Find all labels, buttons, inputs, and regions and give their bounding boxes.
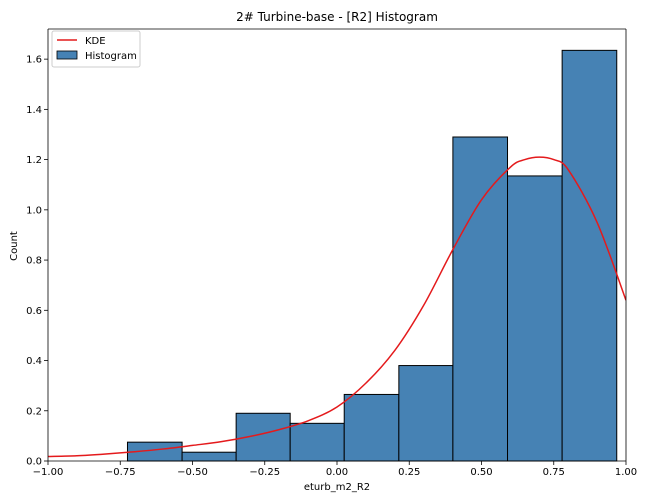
axes-layer <box>47 28 627 462</box>
x-tick-label: 0.75 <box>543 467 565 478</box>
x-tick-label: −0.25 <box>249 467 280 478</box>
y-tick-label: 1.4 <box>26 105 42 116</box>
x-tick-label: 1.00 <box>615 467 637 478</box>
x-tick-label: 0.00 <box>326 467 348 478</box>
kde-layer <box>48 156 626 458</box>
y-tick-label: 1.6 <box>26 55 42 66</box>
y-tick-label: 0.6 <box>26 306 42 317</box>
histogram-bar-5 <box>343 393 400 462</box>
kde-curve <box>48 156 626 458</box>
y-tick-label: 1.0 <box>26 205 42 216</box>
histogram-bar-2 <box>181 451 237 462</box>
y-tick-label: 0.8 <box>26 256 42 267</box>
x-tick-label: −1.00 <box>33 467 64 478</box>
x-tick-label: 0.25 <box>398 467 420 478</box>
histogram-bar-7 <box>452 136 509 462</box>
histogram-bar-9 <box>561 49 618 462</box>
histogram-bar-4 <box>289 422 345 462</box>
legend-kde-label: KDE <box>85 36 106 47</box>
ticks-layer: −1.00 −0.75 −0.50 −0.25 0.00 0.25 0.50 0.75 1.00… <box>26 55 637 478</box>
chart-title: 2# Turbine-base - [R2] Histogram <box>236 10 438 24</box>
legend-histogram-label: Histogram <box>85 51 137 62</box>
bars-layer <box>126 49 618 462</box>
x-axis-label: eturb_m2_R2 <box>304 482 370 493</box>
histogram-bar-6 <box>398 365 454 462</box>
y-tick-label: 1.2 <box>26 155 42 166</box>
x-tick-label: 0.50 <box>470 467 492 478</box>
x-tick-label: −0.75 <box>105 467 136 478</box>
legend: KDE Histogram <box>51 30 141 68</box>
legend-histogram-swatch <box>56 50 78 60</box>
y-tick-label: 0.0 <box>26 457 42 468</box>
histogram-bar-8 <box>507 175 563 462</box>
y-tick-label: 0.4 <box>26 356 42 367</box>
y-axis-label: Count <box>9 231 20 261</box>
y-tick-label: 0.2 <box>26 406 42 417</box>
x-tick-label: −0.50 <box>177 467 208 478</box>
